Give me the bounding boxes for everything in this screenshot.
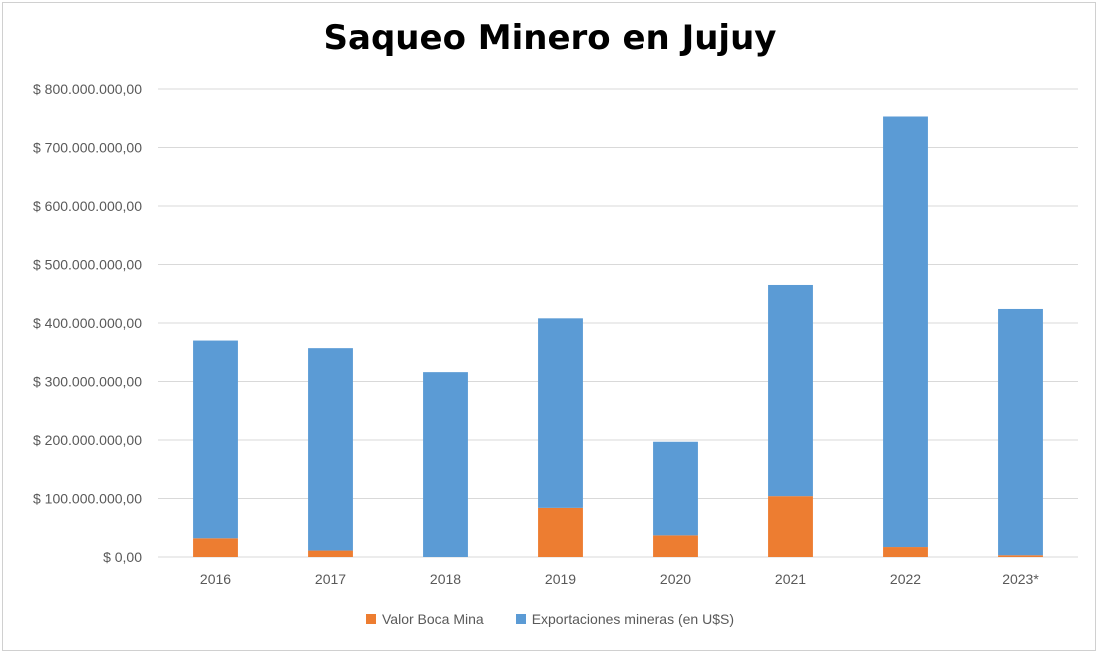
bar-valor-boca-mina xyxy=(998,555,1043,557)
y-tick-label: $ 700.000.000,00 xyxy=(33,140,142,156)
y-tick-label: $ 300.000.000,00 xyxy=(33,374,142,390)
y-tick-label: $ 500.000.000,00 xyxy=(33,257,142,273)
legend-swatch-blue xyxy=(515,614,526,624)
x-tick-label: 2016 xyxy=(200,571,231,587)
bar-valor-boca-mina xyxy=(883,547,928,557)
x-tick-label: 2021 xyxy=(775,571,806,587)
y-tick-label: $ 100.000.000,00 xyxy=(33,491,142,507)
x-tick-label: 2018 xyxy=(430,571,461,587)
bar-valor-boca-mina xyxy=(768,496,813,557)
legend-label: Exportaciones mineras (en U$S) xyxy=(531,611,734,627)
legend-item-valor-boca-mina: Valor Boca Mina xyxy=(366,611,484,627)
bar-valor-boca-mina xyxy=(538,507,583,557)
bar-exportaciones xyxy=(768,284,813,497)
legend-item-exportaciones: Exportaciones mineras (en U$S) xyxy=(515,611,734,627)
y-tick-label: $ 200.000.000,00 xyxy=(33,432,142,448)
legend-label: Valor Boca Mina xyxy=(382,611,484,627)
bar-exportaciones xyxy=(423,372,468,557)
legend: Valor Boca Mina Exportaciones mineras (e… xyxy=(0,611,1100,627)
y-axis-tick-labels: $ 0,00 $ 100.000.000,00 $ 200.000.000,00 $ … xyxy=(33,81,142,565)
bar-valor-boca-mina xyxy=(653,535,698,557)
bar-exportaciones xyxy=(308,348,353,551)
bar-exportaciones xyxy=(998,308,1043,556)
x-axis-tick-labels: 2016 2017 2018 2019 2020 2021 2022 2023* xyxy=(200,571,1039,587)
bar-exportaciones xyxy=(883,116,928,548)
x-tick-label: 2022 xyxy=(890,571,921,587)
y-tick-label: $ 0,00 xyxy=(103,549,142,565)
bars xyxy=(193,116,1043,557)
y-tick-label: $ 800.000.000,00 xyxy=(33,81,142,97)
bar-valor-boca-mina xyxy=(193,538,238,557)
x-tick-label: 2019 xyxy=(545,571,576,587)
bar-exportaciones xyxy=(193,340,238,539)
gridlines xyxy=(158,88,1078,558)
y-tick-label: $ 600.000.000,00 xyxy=(33,198,142,214)
bar-exportaciones xyxy=(538,318,583,508)
chart-title: Saqueo Minero en Jujuy xyxy=(323,18,777,58)
x-tick-label: 2023* xyxy=(1002,571,1039,587)
x-tick-label: 2020 xyxy=(660,571,691,587)
y-tick-label: $ 400.000.000,00 xyxy=(33,315,142,331)
x-tick-label: 2017 xyxy=(315,571,346,587)
legend-swatch-orange xyxy=(366,614,376,624)
bar-valor-boca-mina xyxy=(308,550,353,557)
bar-exportaciones xyxy=(653,441,698,536)
